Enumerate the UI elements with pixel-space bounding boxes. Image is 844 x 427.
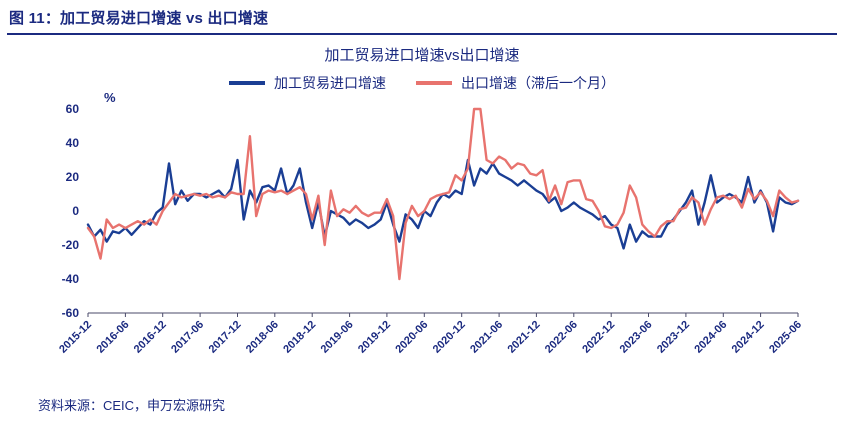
x-axis-tick-label: 2019-12 xyxy=(356,319,393,356)
source-note: 资料来源：CEIC，申万宏源研究 xyxy=(38,398,226,413)
x-axis-tick-label: 2016-12 xyxy=(132,319,169,356)
x-axis-tick-label: 2021-06 xyxy=(468,319,505,356)
chart-title: 加工贸易进口增速vs出口增速 xyxy=(324,47,520,64)
x-axis-tick-label: 2017-06 xyxy=(169,319,206,356)
x-axis-tick-label: 2024-06 xyxy=(692,319,729,356)
y-axis-tick-label: -60 xyxy=(62,306,80,320)
x-axis-tick-label: 2025-06 xyxy=(767,319,804,356)
x-axis-tick-label: 2018-06 xyxy=(244,319,281,356)
y-axis-tick-label: 0 xyxy=(72,204,79,218)
series-line-imports xyxy=(86,158,800,250)
x-axis-tick-label: 2022-12 xyxy=(580,319,617,356)
y-axis-tick-label: -40 xyxy=(62,272,80,286)
y-axis-tick-label: 40 xyxy=(66,136,80,150)
x-axis-tick-label: 2023-12 xyxy=(655,319,692,356)
y-axis-tick-label: 60 xyxy=(66,102,80,116)
x-axis-tick-label: 2023-06 xyxy=(618,319,655,356)
figure-caption: 图 11：加工贸易进口增速 vs 出口增速 xyxy=(9,10,269,27)
x-axis-tick-label: 2016-06 xyxy=(94,319,131,356)
x-axis-tick-label: 2020-12 xyxy=(431,319,468,356)
legend-label-exports: 出口增速（滞后一个月） xyxy=(461,75,615,91)
y-axis-tick-label: 20 xyxy=(66,170,80,184)
legend-item-exports: 出口增速（滞后一个月） xyxy=(416,73,615,93)
salmon-line-swatch xyxy=(416,81,452,85)
y-axis-unit-label: % xyxy=(104,90,116,105)
x-axis-tick-label: 2015-12 xyxy=(57,319,94,356)
chart-area: 加工贸易进口增速vs出口增速 加工贸易进口增速 出口增速（滞后一个月） 60 40… xyxy=(0,35,844,395)
chart-legend: 加工贸易进口增速 出口增速（滞后一个月） xyxy=(229,73,615,93)
figure-header: 图 11：加工贸易进口增速 vs 出口增速 xyxy=(7,0,837,35)
y-axis-tick-label: -20 xyxy=(62,238,80,252)
legend-item-imports: 加工贸易进口增速 xyxy=(229,73,386,93)
x-axis-tick-label: 2021-12 xyxy=(505,319,542,356)
series-line-exports xyxy=(86,107,800,281)
x-axis-tick-label: 2022-06 xyxy=(543,319,580,356)
x-axis-tick-label: 2024-12 xyxy=(730,319,767,356)
x-axis-tick-label: 2020-06 xyxy=(393,319,430,356)
legend-label-imports: 加工贸易进口增速 xyxy=(274,75,386,91)
navy-line-swatch xyxy=(229,81,265,85)
x-axis-tick-label: 2017-12 xyxy=(207,319,244,356)
x-axis-tick-label: 2019-06 xyxy=(319,319,356,356)
x-axis-tick-label: 2018-12 xyxy=(281,319,318,356)
